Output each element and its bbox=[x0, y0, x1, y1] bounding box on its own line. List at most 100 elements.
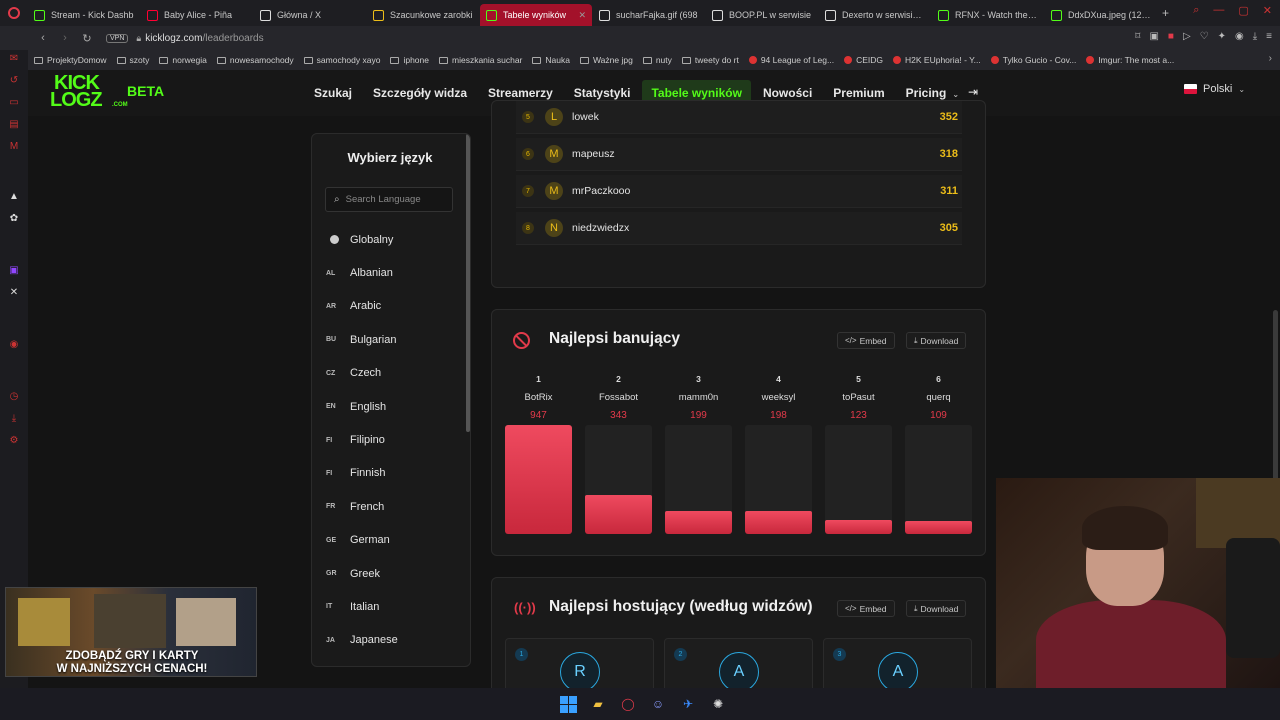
close-tab-icon[interactable]: ✕ bbox=[578, 9, 586, 20]
mail-icon[interactable]: M bbox=[9, 140, 19, 152]
language-dropdown[interactable]: Polski ⌄ bbox=[1184, 83, 1245, 95]
search-tabs-icon[interactable]: ⌕ bbox=[1193, 4, 1200, 16]
language-item[interactable]: CZ Czech bbox=[326, 357, 466, 390]
clock-icon[interactable]: ◷ bbox=[9, 390, 19, 402]
language-item[interactable]: AL Albanian bbox=[326, 256, 466, 289]
bookmark-item[interactable]: mieszkania suchar bbox=[439, 55, 522, 65]
browser-tab[interactable]: Tabele wyników ✕ bbox=[480, 4, 592, 26]
language-item[interactable]: FI Finnish bbox=[326, 457, 466, 490]
extensions-icon[interactable]: ✦ bbox=[1217, 31, 1226, 42]
snapshot-icon[interactable]: ▣ bbox=[1149, 31, 1159, 42]
nav-item[interactable]: Szukaj bbox=[314, 86, 353, 100]
bookmark-icon[interactable]: ⌑ bbox=[1135, 31, 1141, 42]
bookmark-item[interactable]: Nauka bbox=[532, 55, 570, 65]
bookmark-item[interactable]: szoty bbox=[116, 55, 149, 65]
bookmark-item[interactable]: Ważne jpg bbox=[579, 55, 633, 65]
language-search[interactable]: ⌕ bbox=[325, 187, 453, 212]
downloads-icon[interactable]: ⤓ bbox=[11, 412, 17, 424]
minimize-button[interactable]: — bbox=[1213, 4, 1225, 16]
bookmarks-more-icon[interactable]: › bbox=[1268, 53, 1272, 64]
player-icon[interactable]: ◉ bbox=[9, 338, 19, 350]
login-icon[interactable]: ⇥ bbox=[968, 85, 979, 99]
bar-column[interactable]: 2 Fossabot 343 bbox=[585, 374, 652, 549]
lock-icon[interactable]: 🔒︎ bbox=[136, 32, 142, 43]
language-item[interactable]: IT Italian bbox=[326, 590, 466, 623]
url-field[interactable]: kicklogz.com/leaderboards bbox=[145, 32, 264, 44]
bar-column[interactable]: 5 toPasut 123 bbox=[825, 374, 892, 549]
profile-icon[interactable]: ◉ bbox=[1235, 31, 1244, 42]
bookmark-item[interactable]: Tylko Gucio - Cov... bbox=[990, 55, 1076, 65]
maximize-button[interactable]: ▢ bbox=[1238, 5, 1249, 17]
new-tab-button[interactable]: + bbox=[1162, 6, 1170, 20]
pinboard-icon[interactable]: ▤ bbox=[9, 118, 19, 130]
bar-column[interactable]: 6 querq 109 bbox=[905, 374, 972, 549]
kicklogz-logo[interactable]: KICK LOGZ .COM bbox=[50, 72, 128, 111]
menu-icon[interactable]: ≡ bbox=[1266, 31, 1272, 42]
chatgpt-icon[interactable]: ✿ bbox=[9, 212, 19, 224]
heart-icon[interactable]: ♡ bbox=[1199, 31, 1209, 42]
browser-tab[interactable]: Dexerto w serwisie X bbox=[819, 4, 931, 26]
bookmark-item[interactable]: norwegia bbox=[159, 55, 207, 65]
opera-taskbar-icon[interactable]: ◯ bbox=[621, 697, 635, 711]
bar-column[interactable]: 1 BotRix 947 bbox=[505, 374, 572, 549]
nav-item[interactable]: Streamerzy bbox=[488, 86, 553, 100]
bookmark-item[interactable]: samochody xayo bbox=[303, 55, 380, 65]
discord-icon[interactable]: ☺ bbox=[651, 697, 665, 711]
twitch-icon[interactable]: ▣ bbox=[9, 264, 19, 276]
nav-item[interactable]: Szczegóły widza bbox=[373, 86, 468, 100]
language-item[interactable]: GE German bbox=[326, 524, 466, 557]
bookmark-item[interactable]: nuty bbox=[642, 55, 672, 65]
hosts-download-button[interactable]: ⤓ Download bbox=[906, 600, 967, 617]
reload-button[interactable]: ↻ bbox=[82, 32, 92, 45]
nav-item[interactable]: Pricing ⌄ bbox=[905, 86, 960, 100]
browser-tab[interactable]: RFNX - Watch the VO bbox=[932, 4, 1044, 26]
vpn-badge[interactable]: VPN bbox=[106, 33, 129, 43]
bookmark-item[interactable]: CEIDG bbox=[844, 55, 883, 65]
back-button[interactable]: ‹ bbox=[41, 32, 45, 44]
page-scrollbar[interactable] bbox=[1273, 310, 1278, 510]
language-item[interactable]: Globalny bbox=[326, 223, 466, 256]
language-item[interactable]: JA Japanese bbox=[326, 624, 466, 657]
bookmark-item[interactable]: Imgur: The most a... bbox=[1086, 55, 1174, 65]
app-icon[interactable]: ✺ bbox=[712, 697, 724, 711]
ad-banner[interactable]: ZDOBĄDŹ GRY I KARTY W NAJNIŻSZYCH CENACH! bbox=[5, 587, 257, 677]
language-item[interactable]: AR Arabic bbox=[326, 290, 466, 323]
bookmark-item[interactable]: iphone bbox=[390, 55, 429, 65]
bar-column[interactable]: 4 weeksyl 198 bbox=[745, 374, 812, 549]
bookmark-item[interactable]: H2K EUphoria! - Y... bbox=[893, 55, 981, 65]
download-button[interactable]: ⤓ Download bbox=[906, 332, 967, 349]
language-item[interactable]: EN English bbox=[326, 390, 466, 423]
browser-tab[interactable]: Szacunkowe zarobki bbox=[367, 4, 479, 26]
browser-tab[interactable]: Główna / X bbox=[254, 4, 366, 26]
browser-tab[interactable]: sucharFajka.gif (698 bbox=[593, 4, 705, 26]
messenger-taskbar-icon[interactable]: ✈ bbox=[682, 697, 694, 711]
browser-tab[interactable]: Stream - Kick Dashb bbox=[28, 4, 140, 26]
bookmark-item[interactable]: nowesamochody bbox=[216, 55, 294, 65]
browser-tab[interactable]: DdxDXua.jpeg (1206 bbox=[1045, 4, 1157, 26]
pocket-icon[interactable]: ■ bbox=[1167, 31, 1174, 42]
aria-icon[interactable]: ▲ bbox=[9, 190, 19, 202]
hosts-embed-button[interactable]: </> Embed bbox=[837, 600, 895, 617]
wallet-icon[interactable]: ▭ bbox=[9, 96, 19, 108]
close-window-button[interactable]: ✕ bbox=[1262, 5, 1272, 17]
nav-item[interactable]: Premium bbox=[833, 86, 885, 100]
download-icon[interactable]: ⤓ bbox=[1252, 31, 1258, 42]
nav-item[interactable]: Statystyki bbox=[573, 86, 631, 100]
x-icon[interactable]: ✕ bbox=[9, 286, 19, 298]
opera-logo-icon[interactable] bbox=[0, 0, 28, 26]
bookmark-item[interactable]: 94 League of Leg... bbox=[748, 55, 834, 65]
language-item[interactable]: BU Bulgarian bbox=[326, 323, 466, 356]
bookmark-item[interactable]: tweety do rt bbox=[681, 55, 739, 65]
bar-column[interactable]: 3 mamm0n 199 bbox=[665, 374, 732, 549]
forward-button[interactable]: › bbox=[63, 32, 67, 44]
language-scrollbar[interactable] bbox=[466, 134, 470, 432]
nav-item[interactable]: Nowości bbox=[762, 86, 813, 100]
settings-icon[interactable]: ⚙ bbox=[9, 434, 19, 446]
